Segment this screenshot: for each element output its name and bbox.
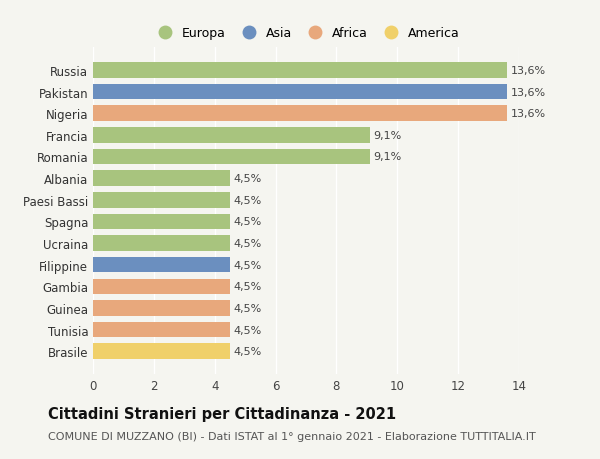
Bar [93, 84, 507, 100]
Text: 9,1%: 9,1% [374, 130, 402, 140]
Text: 4,5%: 4,5% [233, 303, 262, 313]
Text: 4,5%: 4,5% [233, 239, 262, 248]
Bar [93, 128, 370, 143]
Bar [93, 171, 230, 186]
Bar [93, 301, 230, 316]
Text: 9,1%: 9,1% [374, 152, 402, 162]
Bar [93, 149, 370, 165]
Text: COMUNE DI MUZZANO (BI) - Dati ISTAT al 1° gennaio 2021 - Elaborazione TUTTITALIA: COMUNE DI MUZZANO (BI) - Dati ISTAT al 1… [48, 431, 536, 442]
Text: 13,6%: 13,6% [511, 87, 545, 97]
Bar [93, 63, 507, 78]
Bar [93, 214, 230, 230]
Text: 4,5%: 4,5% [233, 217, 262, 227]
Text: 4,5%: 4,5% [233, 325, 262, 335]
Text: Cittadini Stranieri per Cittadinanza - 2021: Cittadini Stranieri per Cittadinanza - 2… [48, 406, 396, 421]
Text: 4,5%: 4,5% [233, 174, 262, 184]
Text: 4,5%: 4,5% [233, 260, 262, 270]
Text: 4,5%: 4,5% [233, 282, 262, 292]
Text: 4,5%: 4,5% [233, 196, 262, 205]
Bar [93, 257, 230, 273]
Text: 13,6%: 13,6% [511, 66, 545, 76]
Bar [93, 106, 507, 122]
Bar [93, 322, 230, 338]
Bar [93, 344, 230, 359]
Text: 4,5%: 4,5% [233, 347, 262, 357]
Text: 13,6%: 13,6% [511, 109, 545, 119]
Bar [93, 236, 230, 252]
Legend: Europa, Asia, Africa, America: Europa, Asia, Africa, America [147, 22, 465, 45]
Bar [93, 193, 230, 208]
Bar [93, 279, 230, 295]
